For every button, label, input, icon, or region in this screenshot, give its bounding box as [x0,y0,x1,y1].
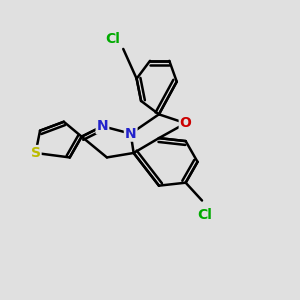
Text: S: S [31,146,40,160]
Text: O: O [180,116,192,130]
Text: Cl: Cl [105,32,120,46]
Text: Cl: Cl [197,208,212,222]
Text: N: N [97,119,108,133]
Text: N: N [125,127,136,141]
